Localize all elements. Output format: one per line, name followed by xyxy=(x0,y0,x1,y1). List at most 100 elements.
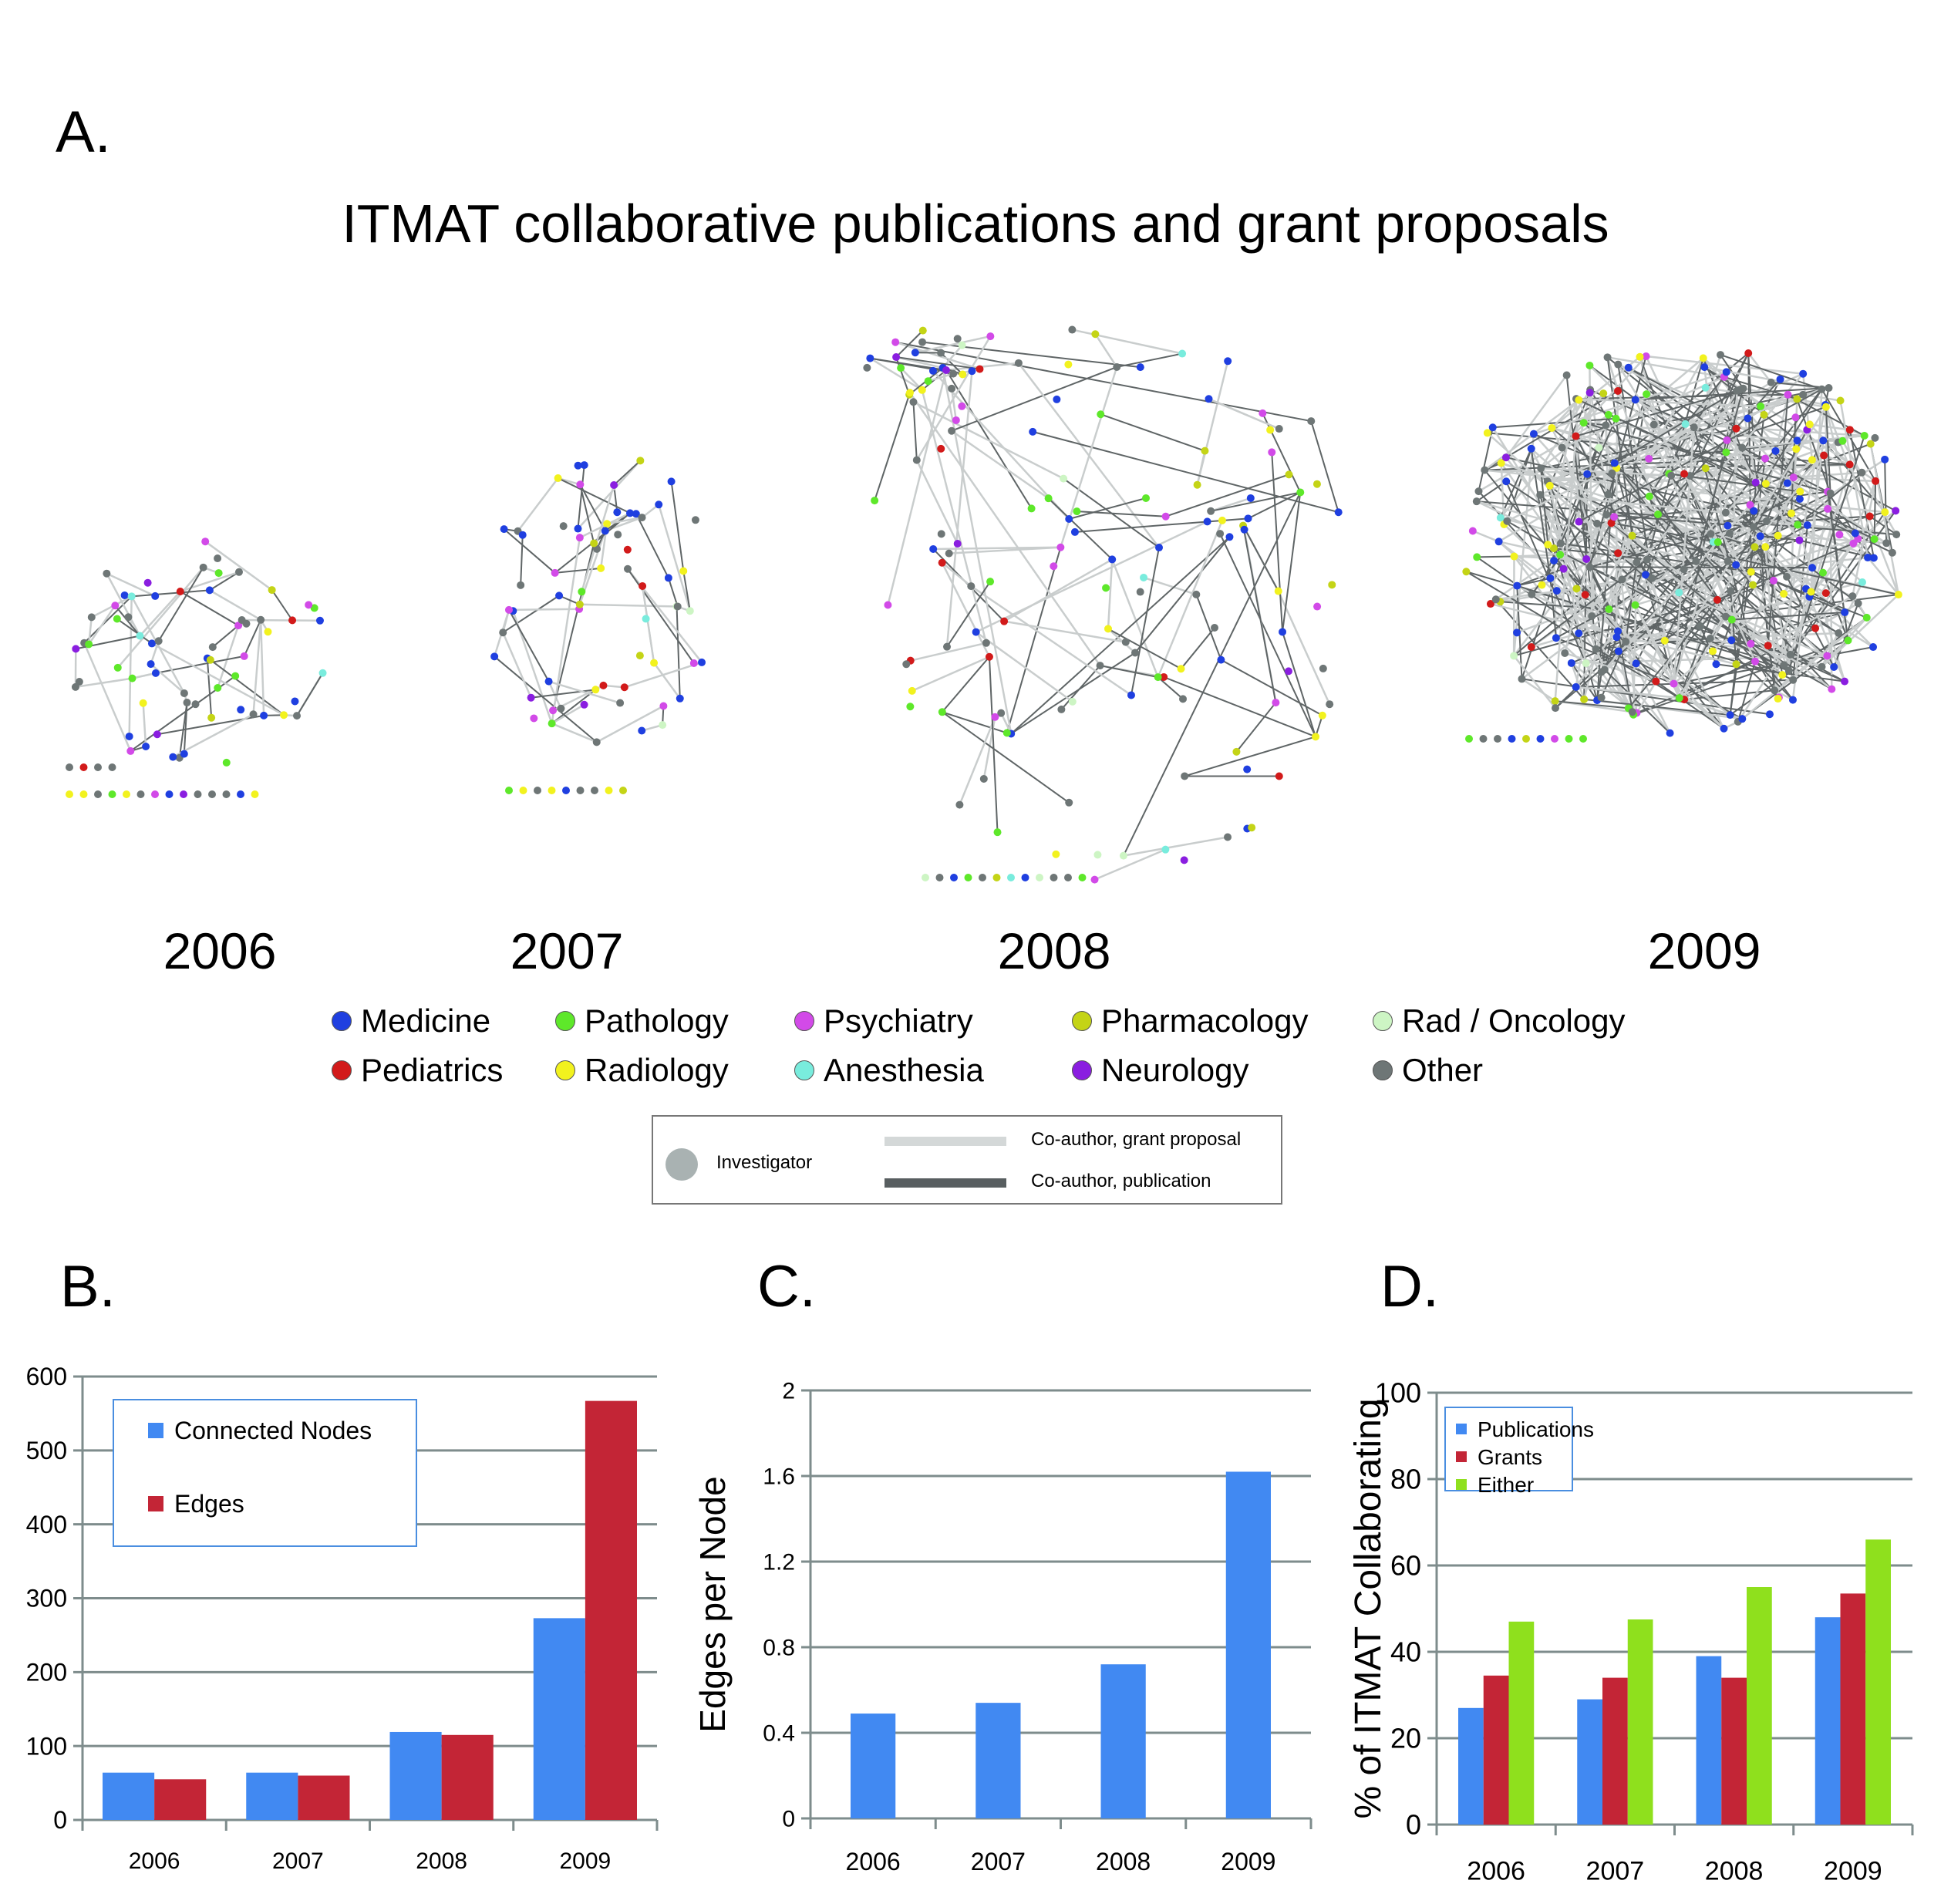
node-neurology xyxy=(1180,856,1188,864)
node-medicine xyxy=(1724,521,1732,530)
edge xyxy=(579,484,606,531)
edge xyxy=(1003,558,1113,622)
edge xyxy=(1752,584,1839,634)
node-pathology xyxy=(214,684,222,693)
node-other xyxy=(1211,623,1219,632)
edge xyxy=(975,631,1073,703)
node-other xyxy=(1707,530,1715,538)
node-neurology xyxy=(1284,667,1292,676)
edge xyxy=(1500,463,1505,525)
node-other xyxy=(616,699,625,707)
edge xyxy=(1726,440,1801,541)
node-anesthesia xyxy=(1858,578,1867,587)
x-tick-label: 2008 xyxy=(416,1848,467,1874)
legend-label-connected-nodes: Connected Nodes xyxy=(174,1417,372,1444)
node-medicine xyxy=(518,531,527,539)
node-radiology xyxy=(905,389,914,397)
node-pediatrics xyxy=(1614,387,1622,396)
node-other xyxy=(1789,676,1798,684)
node-pediatrics xyxy=(1732,424,1740,433)
node-radiology xyxy=(1660,636,1669,645)
edge xyxy=(895,341,1312,423)
edge xyxy=(1100,665,1158,679)
edge xyxy=(606,516,642,525)
node-pathology xyxy=(1860,431,1868,440)
node-medicine xyxy=(1217,655,1225,664)
edge xyxy=(1195,594,1222,660)
node-other xyxy=(1648,574,1656,582)
bar-either-2006 xyxy=(1508,1621,1535,1825)
node-other xyxy=(1121,638,1130,646)
edge xyxy=(613,460,642,486)
node-pharmacology xyxy=(1201,447,1209,455)
node-other xyxy=(982,639,990,647)
node-pathology xyxy=(924,377,932,386)
node-radiology xyxy=(1636,352,1644,361)
node-pediatrics xyxy=(599,681,608,689)
node-radiology xyxy=(264,628,272,636)
bar-either-2007 xyxy=(1627,1619,1653,1825)
node-psychiatry xyxy=(1849,539,1858,548)
edge xyxy=(1614,462,1833,690)
edge xyxy=(1673,427,1695,684)
edge xyxy=(1695,388,1744,562)
edge xyxy=(895,356,980,370)
node-neurology xyxy=(143,578,152,587)
node-other xyxy=(1224,833,1232,841)
isolated-pair-node xyxy=(151,790,159,798)
edge xyxy=(1765,483,1801,500)
isolated-pair-node xyxy=(194,790,202,798)
node-other xyxy=(1667,471,1676,480)
node-other xyxy=(1727,587,1735,595)
node-medicine xyxy=(866,354,874,362)
node-medicine xyxy=(968,367,976,376)
edge xyxy=(1094,333,1118,368)
edge xyxy=(1123,836,1228,857)
node-anesthesia xyxy=(1140,573,1148,581)
node-other xyxy=(499,628,507,637)
node-other xyxy=(557,704,565,713)
edge xyxy=(520,534,524,585)
department-legend: Medicine Pathology Psychiatry Pharmacology R… xyxy=(332,1003,1720,1118)
node-pediatrics xyxy=(1607,519,1616,527)
edge xyxy=(1824,404,1900,595)
edge xyxy=(912,402,918,460)
node-pharmacology xyxy=(1760,410,1768,419)
node-other xyxy=(1818,662,1826,671)
node-radiology xyxy=(1821,403,1830,411)
edge xyxy=(895,329,924,358)
node-pathology xyxy=(85,640,93,649)
node-radiology xyxy=(1796,487,1804,496)
edge xyxy=(1564,523,1599,654)
node-other xyxy=(154,637,163,645)
edge xyxy=(1754,661,1794,701)
node-pharmacology xyxy=(206,655,214,664)
node-medicine xyxy=(1624,363,1633,372)
node-other xyxy=(1871,433,1879,442)
node-other xyxy=(1854,599,1862,608)
node-pathology xyxy=(993,828,1002,837)
edge xyxy=(1575,686,1680,699)
node-other xyxy=(1556,539,1565,548)
node-other xyxy=(943,642,952,651)
node-pathology xyxy=(1585,361,1594,369)
node-neurology xyxy=(892,353,901,362)
node-other xyxy=(1181,772,1189,780)
node-radiology xyxy=(1548,423,1556,432)
edge xyxy=(1578,535,1633,634)
edge xyxy=(1477,555,1515,558)
edge xyxy=(1628,366,1896,512)
node-medicine xyxy=(151,591,160,600)
node-pharmacology xyxy=(1580,695,1589,703)
node-radiology xyxy=(1318,711,1326,719)
medicine-dot-icon xyxy=(332,1011,352,1031)
node-psychiatry xyxy=(1747,639,1755,648)
node-radiology xyxy=(959,370,967,379)
edge xyxy=(212,625,239,648)
edge xyxy=(579,484,595,544)
node-other xyxy=(1096,662,1104,670)
node-psychiatry xyxy=(891,338,900,346)
grant-proposal-edge-swatch xyxy=(885,1137,1006,1146)
edge xyxy=(1219,533,1316,737)
node-psychiatry xyxy=(530,714,538,723)
